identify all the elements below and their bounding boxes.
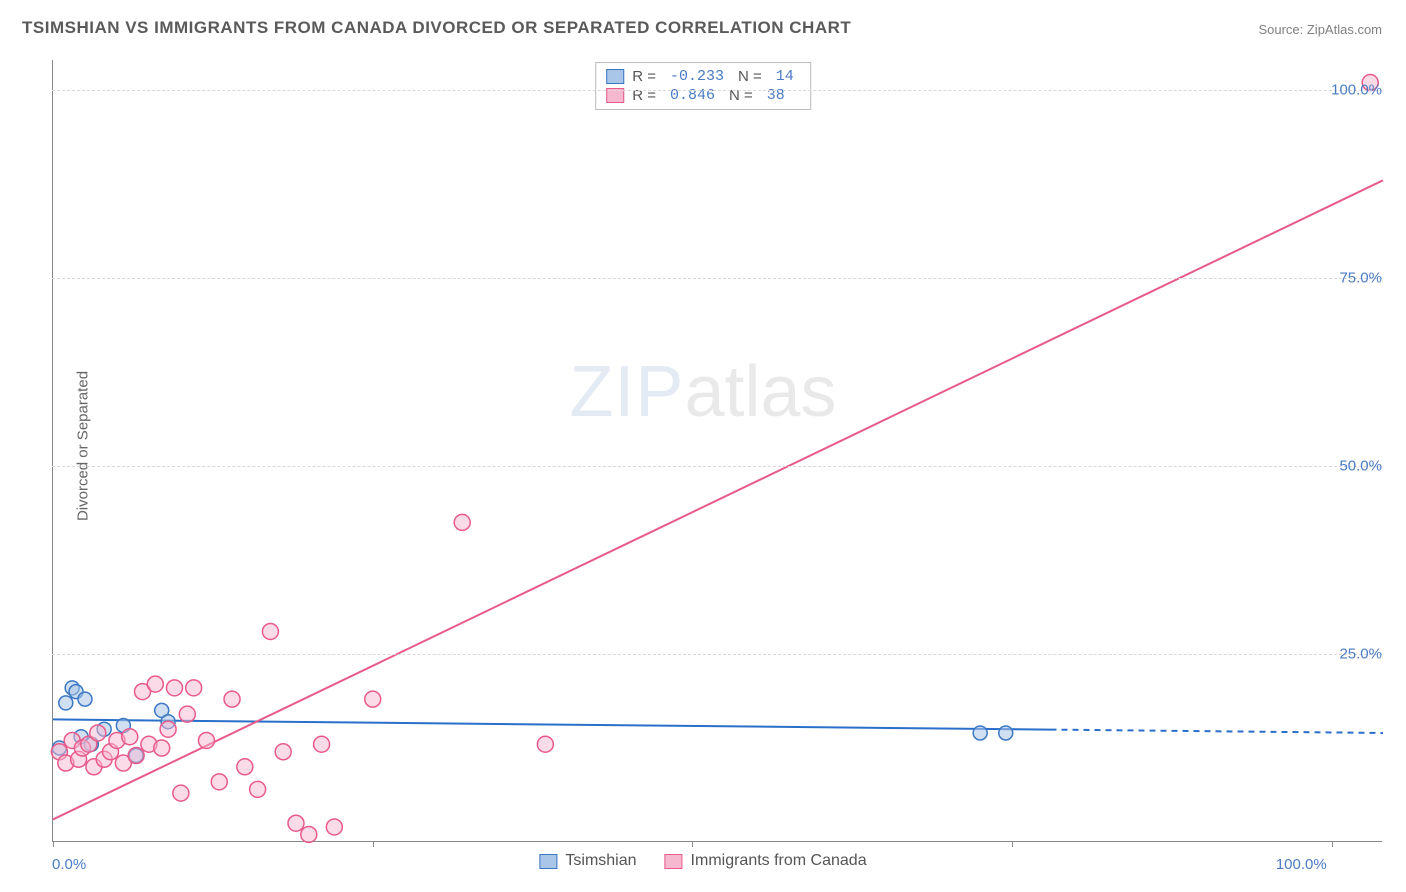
data-point bbox=[211, 774, 227, 790]
source-label: Source: ZipAtlas.com bbox=[1258, 22, 1382, 37]
x-tick bbox=[692, 841, 693, 847]
r-value: -0.233 bbox=[664, 68, 730, 85]
data-point bbox=[128, 748, 144, 764]
regression-line bbox=[53, 719, 1051, 729]
chart-title: TSIMSHIAN VS IMMIGRANTS FROM CANADA DIVO… bbox=[22, 18, 851, 38]
data-point bbox=[78, 692, 92, 706]
r-label: R = bbox=[632, 68, 656, 85]
y-tick-label: 25.0% bbox=[1339, 646, 1382, 663]
data-point bbox=[288, 815, 304, 831]
gridline bbox=[52, 466, 1382, 467]
data-point bbox=[173, 785, 189, 801]
data-point bbox=[237, 759, 253, 775]
data-point bbox=[154, 740, 170, 756]
data-point bbox=[326, 819, 342, 835]
legend-item: Tsimshian bbox=[539, 852, 636, 870]
x-tick bbox=[53, 841, 54, 847]
legend-swatch bbox=[606, 69, 624, 84]
x-tick-label: 100.0% bbox=[1276, 856, 1327, 873]
data-point bbox=[198, 732, 214, 748]
data-point bbox=[301, 826, 317, 842]
data-point bbox=[250, 781, 266, 797]
y-tick-label: 100.0% bbox=[1331, 82, 1382, 99]
legend-row: R = -0.233 N = 14 bbox=[606, 67, 800, 86]
regression-line bbox=[53, 180, 1383, 819]
x-tick-label: 0.0% bbox=[52, 856, 86, 873]
x-tick bbox=[1012, 841, 1013, 847]
legend-correlation: R = -0.233 N = 14R =0.846N =38 bbox=[595, 62, 811, 110]
plot-area bbox=[52, 60, 1382, 842]
legend-swatch bbox=[665, 854, 683, 869]
data-point bbox=[179, 706, 195, 722]
data-point bbox=[314, 736, 330, 752]
data-point bbox=[122, 729, 138, 745]
x-tick bbox=[373, 841, 374, 847]
data-point bbox=[973, 726, 987, 740]
data-point bbox=[262, 623, 278, 639]
gridline bbox=[52, 278, 1382, 279]
n-label: N = bbox=[738, 68, 762, 85]
regression-line-dashed bbox=[1051, 730, 1384, 733]
legend-item: Immigrants from Canada bbox=[665, 852, 867, 870]
data-point bbox=[160, 721, 176, 737]
data-point bbox=[166, 680, 182, 696]
data-point bbox=[365, 691, 381, 707]
data-point bbox=[275, 744, 291, 760]
legend-label: Immigrants from Canada bbox=[691, 852, 867, 870]
data-point bbox=[90, 725, 106, 741]
data-point bbox=[59, 696, 73, 710]
x-tick bbox=[1332, 841, 1333, 847]
legend-label: Tsimshian bbox=[565, 852, 636, 870]
data-point bbox=[224, 691, 240, 707]
data-point bbox=[147, 676, 163, 692]
data-point bbox=[454, 514, 470, 530]
y-tick-label: 50.0% bbox=[1339, 458, 1382, 475]
data-point bbox=[999, 726, 1013, 740]
legend-row: R =0.846N =38 bbox=[606, 86, 800, 105]
y-tick-label: 75.0% bbox=[1339, 270, 1382, 287]
chart-svg bbox=[53, 60, 1383, 842]
gridline bbox=[52, 90, 1382, 91]
legend-swatch bbox=[539, 854, 557, 869]
data-point bbox=[537, 736, 553, 752]
data-point bbox=[186, 680, 202, 696]
n-value: 14 bbox=[770, 68, 800, 85]
gridline bbox=[52, 654, 1382, 655]
legend-series: Tsimshian Immigrants from Canada bbox=[539, 852, 866, 870]
